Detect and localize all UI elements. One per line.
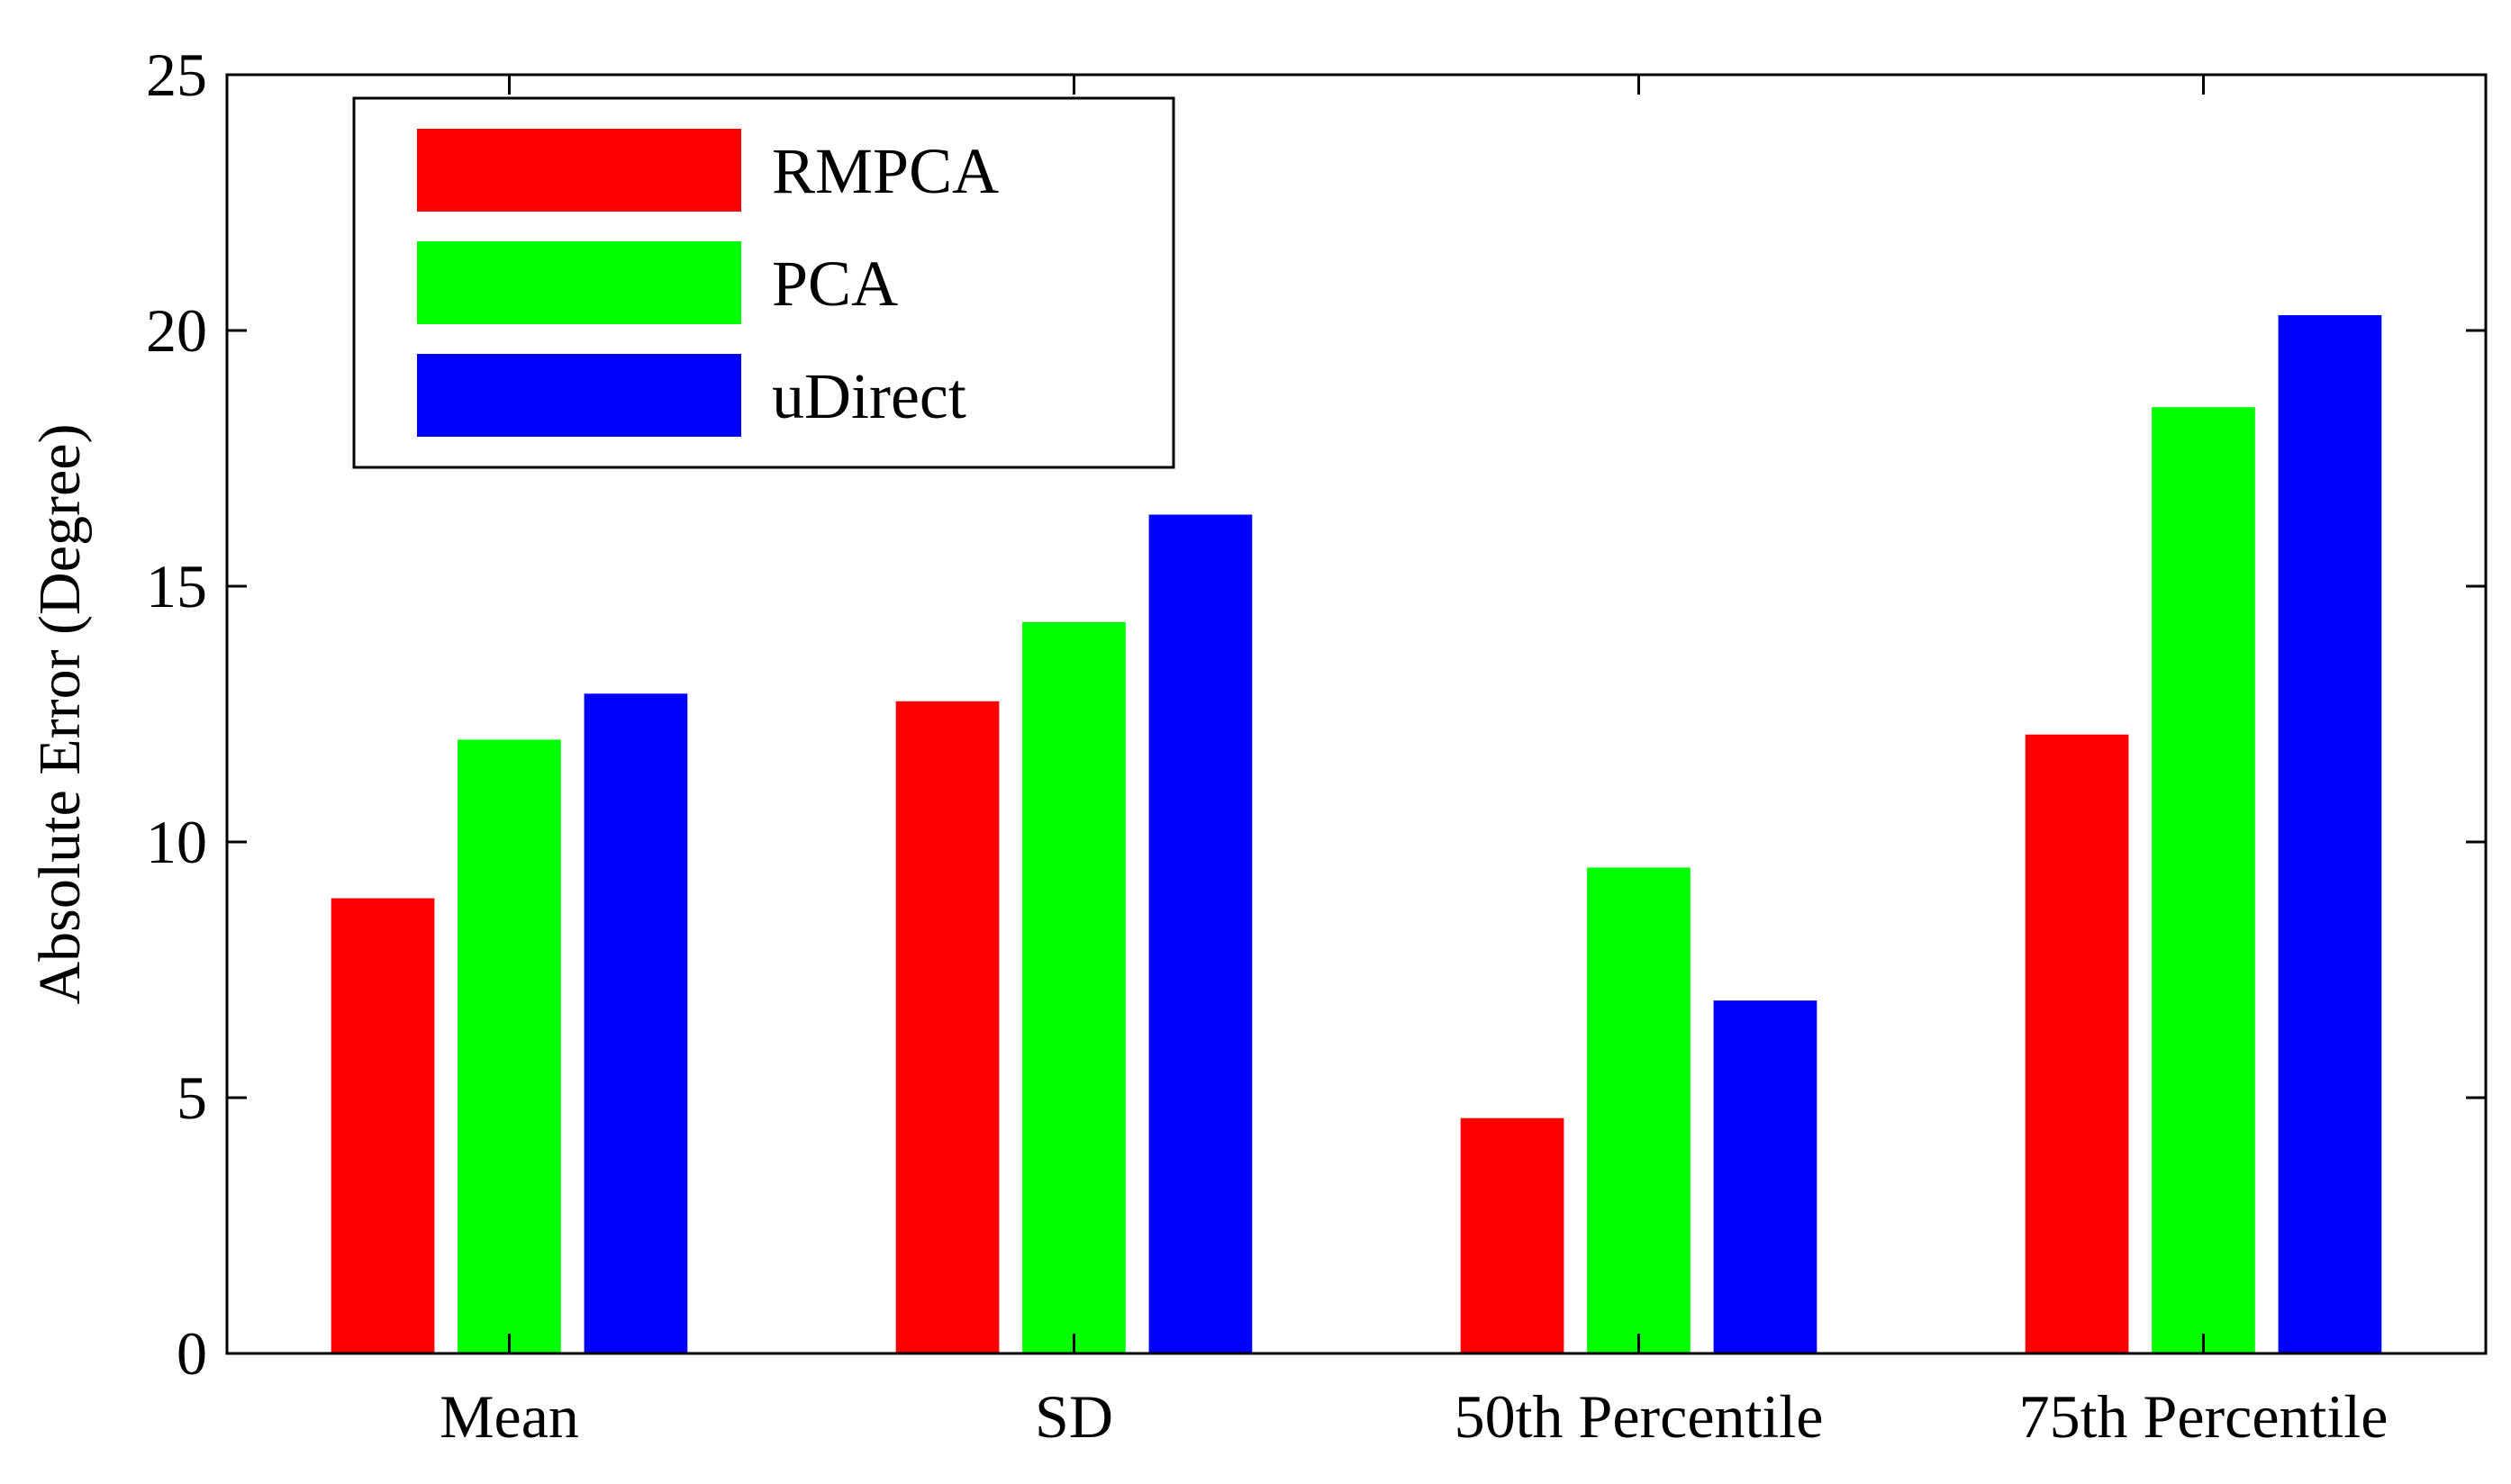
x-tick-label: SD — [1035, 1382, 1113, 1451]
x-tick-label: 50th Percentile — [1455, 1382, 1824, 1451]
bar-udirect-0 — [584, 693, 688, 1353]
legend-label-rmpca: RMPCA — [772, 135, 999, 207]
legend-items: RMPCA PCA uDirect — [417, 129, 999, 437]
y-tick-label: 5 — [177, 1063, 207, 1132]
bar-rmpca-2 — [1460, 1118, 1564, 1353]
bar-rmpca-0 — [331, 898, 435, 1353]
bar-pca-0 — [458, 739, 561, 1353]
legend: RMPCA PCA uDirect — [352, 96, 1175, 469]
axes-frame — [225, 73, 2488, 1355]
y-tick-label: 25 — [146, 41, 207, 109]
y-tick-labels: 0 5 10 15 20 25 — [146, 41, 207, 1388]
bars-layer — [331, 315, 2382, 1354]
bar-pca-2 — [1587, 867, 1691, 1353]
legend-label-udirect: uDirect — [772, 360, 966, 432]
bar-udirect-1 — [1148, 514, 1253, 1353]
bar-udirect-3 — [2278, 315, 2382, 1353]
bar-rmpca-3 — [2025, 734, 2129, 1353]
y-axis-label: Absolute Error (Degree) — [27, 423, 93, 1004]
x-tick-label: Mean — [440, 1382, 579, 1451]
x-tick-label: 75th Percentile — [2019, 1382, 2389, 1451]
bar-udirect-2 — [1713, 1000, 1818, 1353]
bar-pca-3 — [2152, 407, 2255, 1354]
y-tick-label: 15 — [146, 552, 207, 620]
y-tick-label: 0 — [177, 1319, 207, 1388]
bar-rmpca-1 — [895, 701, 1000, 1353]
legend-swatch-rmpca — [417, 129, 741, 212]
x-tick-labels: Mean SD 50th Percentile 75th Percentile — [440, 1382, 2388, 1451]
legend-swatch-pca — [417, 241, 741, 324]
bar-pca-1 — [1022, 621, 1126, 1353]
legend-label-pca: PCA — [772, 248, 898, 320]
y-tick-label: 20 — [146, 296, 207, 365]
legend-swatch-udirect — [417, 354, 741, 437]
y-tick-label: 10 — [146, 808, 207, 876]
